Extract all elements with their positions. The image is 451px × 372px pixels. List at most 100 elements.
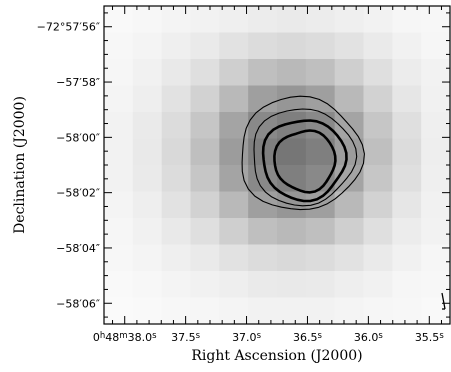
image-pixel <box>421 165 451 193</box>
image-pixel <box>190 297 220 325</box>
image-pixel <box>219 59 249 87</box>
y-tick-label: −58′00″ <box>56 131 100 144</box>
image-pixel <box>392 32 422 60</box>
contour-level-3 <box>261 119 348 203</box>
x-axis-ticks: 0h48m38.0s 37.5s 37.0s 36.5s 36.0s 35.5s <box>93 6 444 344</box>
image-pixel <box>421 6 451 34</box>
image-pixel <box>392 138 422 166</box>
image-pixel <box>334 138 365 166</box>
x-tick-unit: s <box>196 331 201 341</box>
image-pixel <box>392 6 422 34</box>
image-pixel <box>190 112 220 140</box>
image-pixel <box>421 85 451 113</box>
image-pixel <box>277 297 307 325</box>
x-tick-label: 37.0s <box>232 331 261 344</box>
image-pixel <box>334 165 365 193</box>
x-tick-value: 37.0 <box>232 331 257 344</box>
x-tick-unit: h <box>100 331 105 341</box>
image-pixel <box>161 59 192 87</box>
image-pixel <box>421 244 451 272</box>
x-tick-label: 36.5s <box>293 331 323 344</box>
x-tick-value: 35.5 <box>415 331 440 344</box>
y-tick-label: −58′06″ <box>56 297 100 310</box>
contour-level-2 <box>253 108 358 207</box>
x-tick-unit: s <box>257 331 262 341</box>
image-pixel <box>190 59 220 87</box>
image-pixel <box>277 138 307 166</box>
image-pixel <box>363 32 393 60</box>
image-pixel <box>334 271 365 299</box>
image-pixel <box>219 32 249 60</box>
image-pixel <box>392 244 422 272</box>
image-pixel <box>248 165 278 193</box>
image-pixel <box>248 244 278 272</box>
image-pixel <box>104 244 134 272</box>
image-pixel <box>161 32 192 60</box>
image-pixel <box>104 297 134 325</box>
image-pixel <box>248 218 278 246</box>
image-pixel <box>132 59 163 87</box>
image-pixel <box>363 138 393 166</box>
image-pixel <box>277 59 307 87</box>
image-pixel <box>219 165 249 193</box>
image-pixel <box>334 218 365 246</box>
image-pixel <box>219 191 249 219</box>
image-pixel <box>248 32 278 60</box>
x-tick-value: 48 <box>105 331 119 344</box>
image-pixel <box>305 244 336 272</box>
image-pixel <box>392 271 422 299</box>
image-pixel <box>248 85 278 113</box>
image-pixel <box>190 191 220 219</box>
image-pixel <box>132 138 163 166</box>
image-pixel <box>248 6 278 34</box>
image-pixel <box>392 165 422 193</box>
x-tick-value: 38.0 <box>128 331 153 344</box>
image-pixel <box>277 191 307 219</box>
y-axis-ticks: −72°57′56″ −57′58″ −58′00″ −58′02″ −58′04″ −5… <box>37 12 450 318</box>
image-pixel <box>392 85 422 113</box>
image-pixel <box>277 218 307 246</box>
image-pixel <box>219 85 249 113</box>
image-pixel <box>421 297 451 325</box>
x-tick-value: 36.0 <box>354 331 379 344</box>
image-pixel <box>334 6 365 34</box>
image-pixel <box>219 271 249 299</box>
image-pixel <box>277 32 307 60</box>
image-pixel <box>305 32 336 60</box>
image-pixel <box>190 165 220 193</box>
image-pixel <box>334 297 365 325</box>
x-tick-value: 0 <box>93 331 100 344</box>
x-tick-value: 36.5 <box>293 331 318 344</box>
image-pixel <box>248 297 278 325</box>
image-pixel <box>190 85 220 113</box>
image-pixel <box>248 271 278 299</box>
image-pixel <box>219 218 249 246</box>
image-pixel <box>277 244 307 272</box>
image-pixel <box>392 59 422 87</box>
image-pixel <box>161 138 192 166</box>
image-pixel <box>421 218 451 246</box>
image-pixel <box>132 244 163 272</box>
image-pixel <box>305 218 336 246</box>
x-tick-label: 0h48m38.0s <box>93 331 157 344</box>
x-tick-unit: s <box>439 331 444 341</box>
beam-line <box>441 292 446 310</box>
y-tick-label: −57′58″ <box>56 76 100 89</box>
image-pixel <box>363 191 393 219</box>
contour-set <box>241 95 365 211</box>
image-pixel <box>421 271 451 299</box>
image-pixel <box>132 271 163 299</box>
image-pixel <box>161 6 192 34</box>
image-pixel <box>392 112 422 140</box>
image-pixel <box>363 112 393 140</box>
image-pixel <box>190 138 220 166</box>
image-pixel <box>219 112 249 140</box>
image-pixel <box>363 165 393 193</box>
image-pixel <box>161 297 192 325</box>
image-pixel <box>305 6 336 34</box>
image-pixel <box>392 191 422 219</box>
image-pixel <box>219 244 249 272</box>
image-pixel <box>421 112 451 140</box>
image-pixel <box>305 297 336 325</box>
contour-level-4 <box>273 129 337 194</box>
